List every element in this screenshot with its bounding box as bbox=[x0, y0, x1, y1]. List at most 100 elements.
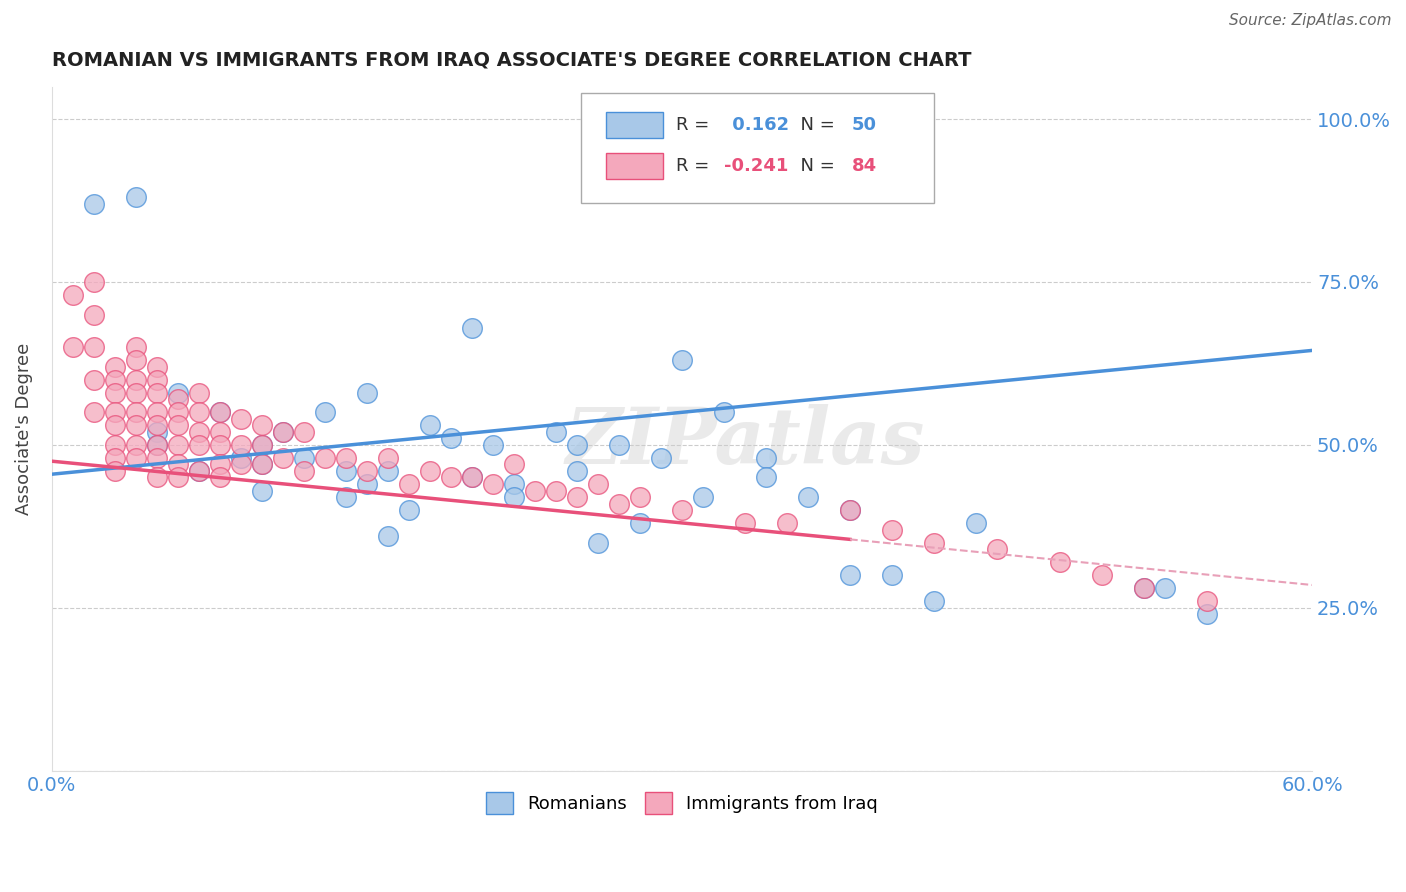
FancyBboxPatch shape bbox=[581, 94, 934, 202]
Text: R =: R = bbox=[676, 116, 714, 134]
Point bbox=[356, 477, 378, 491]
Point bbox=[166, 458, 188, 472]
Point bbox=[125, 353, 148, 368]
Point bbox=[544, 425, 567, 439]
Point bbox=[523, 483, 546, 498]
Point bbox=[461, 470, 484, 484]
Point bbox=[187, 438, 209, 452]
Point bbox=[607, 497, 630, 511]
Point bbox=[250, 438, 273, 452]
Point bbox=[419, 418, 441, 433]
Point bbox=[839, 503, 862, 517]
Point bbox=[586, 477, 609, 491]
Point bbox=[880, 568, 903, 582]
Point bbox=[314, 450, 336, 465]
Point bbox=[607, 438, 630, 452]
Point bbox=[146, 470, 169, 484]
Point bbox=[125, 385, 148, 400]
Point bbox=[208, 458, 231, 472]
Point bbox=[398, 503, 420, 517]
Point bbox=[83, 196, 105, 211]
Point bbox=[229, 438, 252, 452]
Point bbox=[104, 464, 127, 478]
Point bbox=[839, 503, 862, 517]
Point bbox=[586, 535, 609, 549]
Point bbox=[271, 450, 294, 465]
Point bbox=[250, 418, 273, 433]
Text: Source: ZipAtlas.com: Source: ZipAtlas.com bbox=[1229, 13, 1392, 29]
Text: R =: R = bbox=[676, 157, 714, 175]
Point bbox=[166, 405, 188, 419]
Point bbox=[650, 450, 672, 465]
Text: -0.241: -0.241 bbox=[724, 157, 787, 175]
Point bbox=[125, 418, 148, 433]
Text: 50: 50 bbox=[852, 116, 877, 134]
Point bbox=[440, 470, 463, 484]
Point bbox=[377, 450, 399, 465]
Point bbox=[314, 405, 336, 419]
Point bbox=[146, 450, 169, 465]
Point bbox=[461, 320, 484, 334]
Point bbox=[776, 516, 799, 530]
Point bbox=[755, 450, 778, 465]
Point bbox=[292, 464, 315, 478]
Point bbox=[208, 405, 231, 419]
Point bbox=[146, 405, 169, 419]
Point bbox=[166, 438, 188, 452]
Text: 84: 84 bbox=[852, 157, 877, 175]
Point bbox=[125, 450, 148, 465]
Point bbox=[146, 385, 169, 400]
Point bbox=[292, 425, 315, 439]
Y-axis label: Associate's Degree: Associate's Degree bbox=[15, 343, 32, 515]
Point bbox=[83, 373, 105, 387]
Text: N =: N = bbox=[789, 157, 841, 175]
Point bbox=[671, 503, 693, 517]
Point bbox=[187, 425, 209, 439]
Point bbox=[125, 373, 148, 387]
Point bbox=[839, 568, 862, 582]
Point bbox=[125, 405, 148, 419]
Text: 0.162: 0.162 bbox=[725, 116, 789, 134]
Point bbox=[565, 490, 588, 504]
Point bbox=[104, 450, 127, 465]
Point bbox=[83, 405, 105, 419]
Point bbox=[104, 359, 127, 374]
Text: N =: N = bbox=[789, 116, 841, 134]
Point bbox=[166, 392, 188, 407]
Point bbox=[166, 418, 188, 433]
Point bbox=[83, 275, 105, 289]
Point bbox=[187, 464, 209, 478]
Point bbox=[166, 470, 188, 484]
Point bbox=[335, 490, 357, 504]
Point bbox=[292, 450, 315, 465]
Point bbox=[692, 490, 714, 504]
Point bbox=[1091, 568, 1114, 582]
Point bbox=[83, 340, 105, 354]
Point bbox=[104, 405, 127, 419]
Point bbox=[565, 438, 588, 452]
FancyBboxPatch shape bbox=[606, 112, 664, 138]
Point bbox=[502, 477, 524, 491]
Point bbox=[250, 458, 273, 472]
Point bbox=[398, 477, 420, 491]
Point bbox=[565, 464, 588, 478]
Point bbox=[377, 464, 399, 478]
Point bbox=[208, 470, 231, 484]
Point bbox=[544, 483, 567, 498]
Text: ZIPatlas: ZIPatlas bbox=[565, 404, 925, 481]
Point bbox=[83, 308, 105, 322]
Point bbox=[356, 385, 378, 400]
Point bbox=[62, 288, 84, 302]
Point bbox=[229, 450, 252, 465]
Point bbox=[166, 385, 188, 400]
Point bbox=[146, 438, 169, 452]
Point bbox=[125, 438, 148, 452]
Point bbox=[271, 425, 294, 439]
Point bbox=[965, 516, 987, 530]
Point bbox=[1049, 555, 1071, 569]
Point bbox=[250, 438, 273, 452]
Point bbox=[377, 529, 399, 543]
Point bbox=[628, 490, 651, 504]
Point bbox=[187, 464, 209, 478]
Point bbox=[271, 425, 294, 439]
